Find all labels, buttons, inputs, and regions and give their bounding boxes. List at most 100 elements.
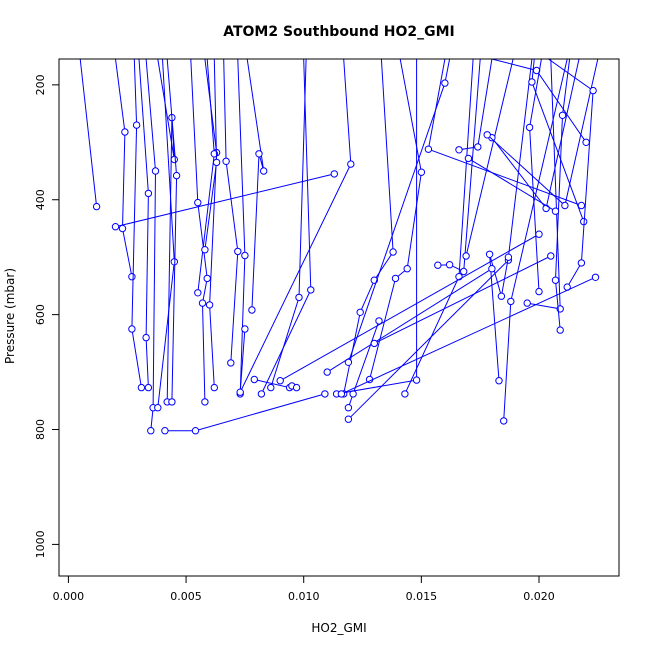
data-point [485, 250, 494, 259]
series-line [548, 59, 594, 288]
data-point [205, 301, 214, 309]
data-point [589, 86, 597, 95]
data-point [154, 404, 162, 412]
data-series [79, 59, 600, 435]
data-point [356, 308, 364, 316]
x-tick-label: 0.005 [170, 590, 202, 603]
data-point [142, 333, 150, 342]
data-point [488, 265, 496, 273]
y-tick-label: 800 [34, 419, 47, 440]
series-line [468, 157, 556, 212]
data-point [401, 390, 409, 398]
data-point [525, 123, 534, 132]
x-tick-label: 0.015 [406, 590, 438, 603]
x-tick-label: 0.020 [523, 590, 555, 603]
data-point [198, 299, 207, 307]
series-line [79, 59, 98, 207]
y-tick-label: 1000 [34, 530, 47, 558]
data-point [151, 167, 160, 175]
data-point [500, 417, 508, 425]
series-line [465, 59, 514, 257]
plot-area [58, 58, 620, 577]
x-axis: 0.000 0.005 0.010 0.015 0.020 [53, 575, 555, 603]
data-point [121, 128, 129, 136]
data-point [161, 427, 169, 435]
data-point [137, 383, 146, 392]
data-point [307, 286, 315, 294]
data-point [391, 274, 400, 283]
series-line [239, 59, 352, 393]
data-point [191, 427, 200, 435]
data-point [542, 204, 550, 213]
data-point [276, 377, 284, 385]
data-point [267, 383, 275, 392]
series-line [374, 255, 552, 344]
data-point [551, 207, 560, 215]
data-point [321, 390, 329, 398]
data-point [111, 223, 120, 231]
data-point [241, 251, 249, 260]
y-axis: 200 400 600 800 1000 [34, 74, 60, 558]
data-layer [79, 59, 600, 435]
data-point [132, 121, 141, 129]
data-point [227, 359, 235, 367]
data-point [582, 138, 590, 147]
data-point [504, 253, 513, 261]
y-tick-label: 600 [34, 304, 47, 325]
series-line [279, 233, 540, 382]
y-tick-label: 400 [34, 189, 47, 210]
data-point [222, 157, 230, 166]
data-point [337, 390, 346, 398]
data-point [203, 274, 211, 283]
data-point [556, 326, 564, 334]
data-point [257, 390, 266, 398]
data-point [255, 150, 263, 158]
series-line [145, 59, 157, 431]
data-point [558, 111, 567, 120]
data-point [330, 170, 338, 178]
data-point [295, 293, 303, 302]
data-point [403, 265, 411, 273]
y-axis-label: Pressure (mbar) [3, 268, 17, 364]
data-point [424, 145, 433, 153]
data-point [370, 339, 378, 348]
data-point [528, 78, 536, 86]
data-point [347, 160, 355, 168]
data-point [210, 383, 219, 392]
data-point [535, 230, 543, 238]
series-line [326, 268, 493, 373]
data-point [323, 368, 331, 376]
series-line [138, 59, 149, 388]
data-point [344, 415, 353, 423]
series-line [115, 173, 335, 228]
data-point [170, 155, 179, 164]
data-point [201, 246, 209, 254]
data-point [577, 201, 586, 210]
data-point [547, 252, 555, 260]
data-point [561, 201, 569, 210]
data-point [535, 287, 543, 296]
data-point [92, 202, 101, 211]
data-point [460, 267, 468, 276]
data-point [344, 404, 353, 412]
series-line [348, 259, 509, 420]
data-point [144, 383, 153, 392]
data-point [434, 261, 442, 269]
data-point [474, 143, 482, 151]
data-point [194, 198, 202, 207]
data-point [375, 317, 383, 325]
data-point [495, 377, 503, 385]
series-line [246, 59, 265, 311]
data-point [483, 131, 491, 139]
series-line [115, 59, 133, 277]
data-point [507, 297, 515, 306]
data-point [144, 189, 153, 198]
data-point [250, 375, 259, 384]
data-point [577, 259, 586, 267]
data-point [551, 276, 560, 284]
data-point [201, 398, 209, 406]
series-line [341, 276, 596, 395]
data-point [172, 171, 181, 180]
data-point [248, 306, 256, 314]
data-point [292, 383, 301, 392]
